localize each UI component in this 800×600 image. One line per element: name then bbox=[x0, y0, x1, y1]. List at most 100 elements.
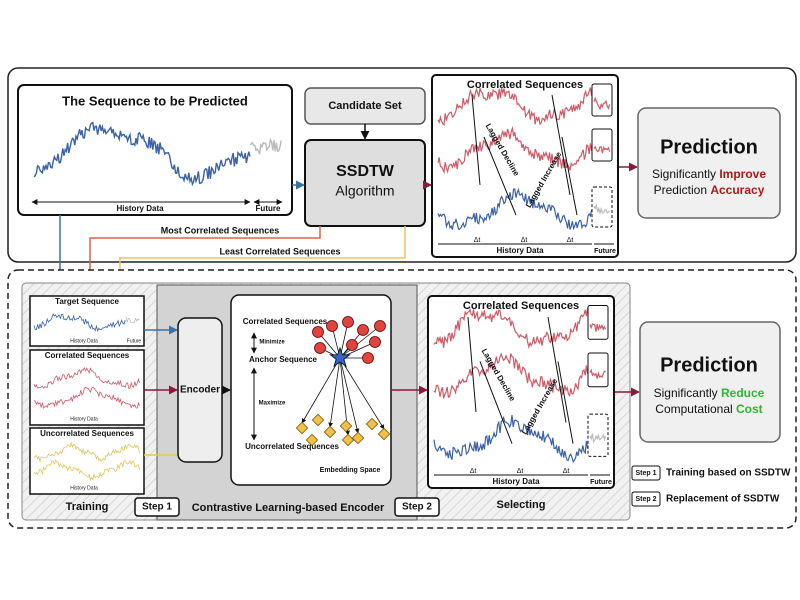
axis-label: Future bbox=[127, 338, 142, 344]
embedding-text: Anchor Sequence bbox=[249, 355, 318, 364]
future-box bbox=[587, 413, 609, 457]
text: Significantly bbox=[654, 386, 721, 400]
sequence bbox=[593, 145, 611, 154]
axis-label: History Data bbox=[70, 338, 98, 344]
sequence bbox=[33, 459, 140, 482]
embedding-text: Maximize bbox=[259, 401, 286, 407]
training-label: Training bbox=[66, 501, 109, 513]
future-box bbox=[591, 128, 613, 162]
sequence bbox=[33, 386, 140, 410]
candidate-label: Candidate Set bbox=[328, 100, 402, 112]
legend-box bbox=[631, 465, 661, 481]
prediction-title: Prediction bbox=[660, 354, 758, 376]
embed-arrow bbox=[339, 357, 360, 434]
sequence bbox=[437, 87, 593, 127]
embedding-text: Embedding Space bbox=[320, 467, 381, 474]
embed-arrow bbox=[339, 357, 385, 430]
prediction-text: Significantly Improve bbox=[652, 167, 766, 181]
anchor-point bbox=[329, 346, 351, 368]
correlated-title: Correlated Sequences bbox=[463, 300, 579, 312]
lag-line bbox=[483, 136, 517, 216]
sequence bbox=[589, 368, 606, 379]
step-box bbox=[134, 497, 180, 517]
step-label: Step 2 bbox=[402, 502, 432, 513]
correlated-title: Correlated Sequences bbox=[467, 79, 583, 91]
uncorrelated-point bbox=[377, 427, 391, 441]
prediction-title: Prediction bbox=[660, 136, 758, 158]
uncorrelated-point bbox=[341, 433, 355, 447]
lag-line bbox=[479, 361, 513, 444]
highlight: Improve bbox=[719, 167, 766, 181]
embedding-text: Correlated Sequences bbox=[243, 317, 328, 326]
prediction-text: Prediction Accuracy bbox=[654, 183, 765, 197]
text: Significantly bbox=[652, 167, 719, 181]
embed-arrow bbox=[301, 357, 341, 424]
link-label: Least Correlated Sequences bbox=[219, 246, 340, 256]
prediction-box bbox=[639, 321, 781, 443]
correlated-point bbox=[326, 320, 338, 332]
sequence bbox=[33, 366, 140, 390]
uncorrelated-point bbox=[339, 419, 353, 433]
lag-line bbox=[561, 136, 578, 216]
sequence bbox=[593, 96, 611, 111]
correlated-box bbox=[431, 74, 619, 258]
train-title: Target Sequence bbox=[55, 297, 119, 306]
axis-label: Future bbox=[256, 204, 281, 213]
lag-line bbox=[471, 94, 481, 186]
sequence bbox=[249, 137, 282, 155]
sequence bbox=[33, 121, 251, 187]
correlated-point bbox=[374, 320, 386, 332]
embedding-text: Uncorrelated Sequences bbox=[245, 442, 339, 451]
sequence bbox=[433, 307, 589, 350]
text: Computational bbox=[655, 402, 736, 416]
train-title: Uncorrelated Sequences bbox=[40, 429, 134, 438]
sequence bbox=[433, 352, 589, 399]
future-box bbox=[591, 186, 613, 228]
lag-line bbox=[547, 317, 567, 423]
encoder-label: Encoder bbox=[180, 385, 220, 396]
legend-step: Step 2 bbox=[635, 496, 656, 503]
correlated-point bbox=[312, 326, 324, 338]
delta-t: Δt bbox=[517, 468, 524, 475]
uncorrelated-point bbox=[311, 413, 325, 427]
correlated-point bbox=[369, 336, 381, 348]
correlated-point bbox=[346, 339, 358, 351]
delta-t: Δt bbox=[470, 468, 477, 475]
uncorrelated-point bbox=[323, 425, 337, 439]
highlight: Cost bbox=[736, 402, 763, 416]
sequence bbox=[589, 323, 607, 332]
delta-t: Δt bbox=[474, 237, 481, 244]
prediction-text: Computational Cost bbox=[655, 402, 762, 416]
sequence bbox=[33, 313, 126, 333]
uncorrelated-point bbox=[295, 421, 309, 435]
uncorrelated-point bbox=[351, 431, 365, 445]
lag-line bbox=[551, 94, 571, 196]
axis-label: History Data bbox=[70, 485, 98, 491]
train-title: Correlated Sequences bbox=[45, 351, 130, 360]
text: Prediction bbox=[654, 183, 711, 197]
axis-label: Future bbox=[594, 248, 616, 255]
uncorrelated-point bbox=[305, 433, 319, 447]
highlight: Accuracy bbox=[710, 183, 764, 197]
sequence bbox=[33, 441, 140, 463]
embed-arrow bbox=[328, 357, 341, 428]
sequence bbox=[437, 187, 593, 231]
selecting-label: Selecting bbox=[497, 499, 546, 511]
link-most bbox=[85, 226, 321, 285]
target-box bbox=[17, 84, 293, 216]
sequence bbox=[589, 433, 607, 444]
sequence bbox=[593, 202, 611, 216]
step-box bbox=[394, 497, 440, 517]
axis-label: Future bbox=[590, 479, 612, 486]
legend-step: Step 1 bbox=[635, 470, 656, 477]
correlated-point bbox=[357, 324, 369, 336]
axis-label: History Data bbox=[496, 246, 544, 255]
correlated-box bbox=[427, 295, 615, 489]
ssdtw-title: SSDTW bbox=[336, 163, 395, 180]
step-label: Step 1 bbox=[142, 502, 172, 513]
lag-line bbox=[467, 317, 477, 413]
axis-label: History Data bbox=[70, 416, 98, 422]
delta-t: Δt bbox=[521, 237, 528, 244]
target-title: The Sequence to be Predicted bbox=[62, 93, 248, 108]
delta-t: Δt bbox=[567, 237, 574, 244]
